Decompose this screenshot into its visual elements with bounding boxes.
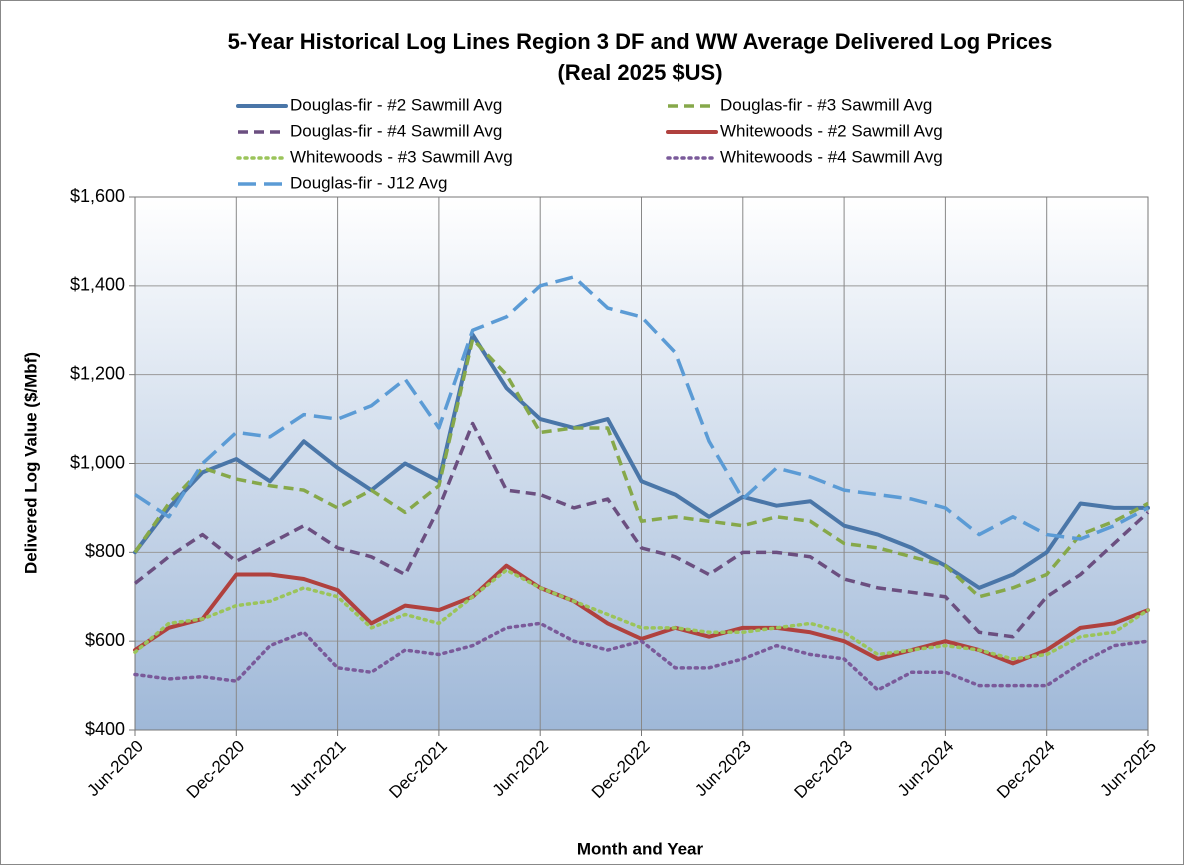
y-tick-label: $1,600 [70, 186, 125, 206]
series-line [134, 275, 1149, 541]
series-line [133, 332, 1150, 590]
y-axis-label: Delivered Log Value ($/Mbf) [21, 352, 40, 574]
series-line [133, 421, 1150, 639]
legend-label: Whitewoods - #4 Sawmill Avg [720, 147, 943, 166]
y-tick-label: $1,200 [70, 363, 125, 383]
y-tick-label: $1,400 [70, 275, 125, 295]
legend-label: Douglas-fir - #4 Sawmill Avg [290, 121, 502, 140]
y-tick-label: $400 [85, 719, 125, 739]
series-line [133, 621, 1150, 692]
series-line [133, 337, 1149, 599]
legend-label: Whitewoods - #2 Sawmill Avg [720, 121, 943, 140]
legend-label: Douglas-fir - #3 Sawmill Avg [720, 95, 932, 114]
plot-border [134, 196, 1149, 731]
x-axis-label: Month and Year [577, 839, 704, 858]
series-line [133, 568, 1150, 661]
legend-label: Douglas-fir - J12 Avg [290, 173, 447, 192]
y-tick-label: $800 [85, 541, 125, 561]
y-tick-label: $600 [85, 630, 125, 650]
chart-subtitle: (Real 2025 $US) [557, 60, 722, 85]
legend-label: Whitewoods - #3 Sawmill Avg [290, 147, 513, 166]
y-tick-label: $1,000 [70, 452, 125, 472]
legend-label: Douglas-fir - #2 Sawmill Avg [290, 95, 502, 114]
chart-title: 5-Year Historical Log Lines Region 3 DF … [228, 29, 1053, 54]
